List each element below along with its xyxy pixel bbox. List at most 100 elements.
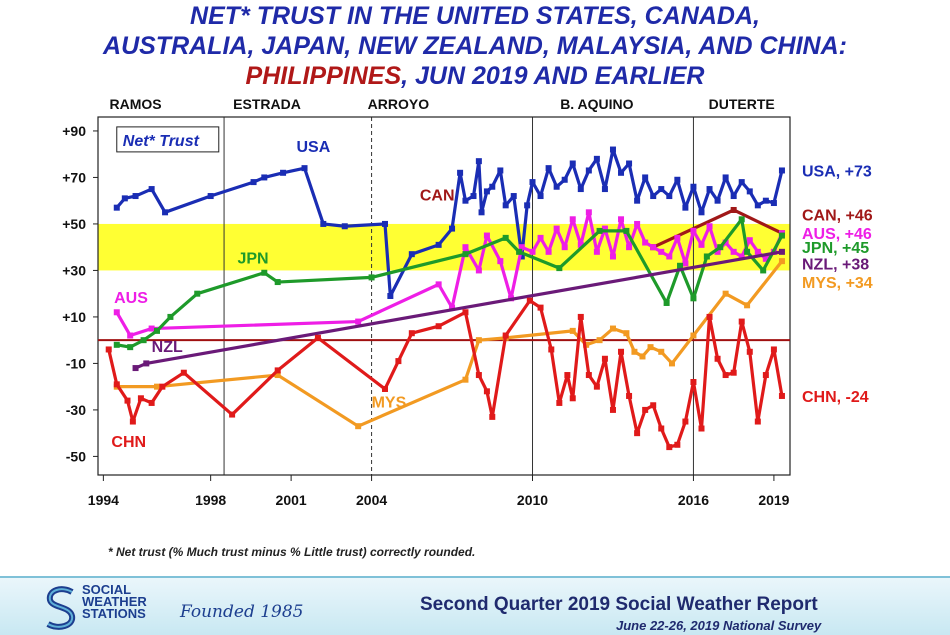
data-point-mys <box>668 360 675 367</box>
data-point-chn <box>526 297 533 304</box>
data-point-usa <box>483 188 490 195</box>
data-point-jpn <box>167 313 174 320</box>
data-point-usa <box>618 169 625 176</box>
series-end-label-usa: USA, +73 <box>802 163 872 180</box>
data-point-usa <box>489 183 496 190</box>
legend-box <box>116 126 220 153</box>
data-point-chn <box>642 406 649 413</box>
data-point-chn <box>658 425 665 432</box>
administration-label: ARROYO <box>368 96 430 112</box>
data-point-usa <box>261 174 268 181</box>
x-tick-label: 2004 <box>356 492 387 508</box>
data-point-aus <box>698 241 705 248</box>
data-point-chn <box>314 334 321 341</box>
data-point-usa <box>577 186 584 193</box>
data-point-jpn <box>368 274 375 281</box>
data-point-aus <box>355 318 362 325</box>
data-point-jpn <box>717 244 724 251</box>
data-point-aus <box>529 248 536 255</box>
data-point-usa <box>148 186 155 193</box>
data-point-chn <box>722 372 729 379</box>
data-point-jpn <box>462 251 469 258</box>
x-tick-label: 2019 <box>758 492 789 508</box>
chart-title-line-3: PHILIPPINES, JUN 2019 AND EARLIER <box>0 62 950 90</box>
data-point-chn <box>690 379 697 386</box>
data-point-usa <box>121 195 128 202</box>
data-point-usa <box>754 202 761 209</box>
footnote: * Net trust (% Much trust minus % Little… <box>108 545 476 559</box>
data-point-chn <box>113 381 120 388</box>
data-point-usa <box>706 186 713 193</box>
y-tick-label: +90 <box>62 123 86 139</box>
data-point-nzl <box>143 360 150 367</box>
series-label-aus: AUS <box>114 290 148 307</box>
data-point-aus <box>738 253 745 260</box>
plot-frame <box>97 116 791 476</box>
data-point-aus <box>475 267 482 274</box>
data-point-chn <box>609 406 616 413</box>
data-point-chn <box>129 418 136 425</box>
data-point-usa <box>537 193 544 200</box>
data-point-aus <box>561 244 568 251</box>
data-point-usa <box>545 165 552 172</box>
data-point-chn <box>502 332 509 339</box>
data-point-chn <box>730 369 737 376</box>
data-point-usa <box>609 146 616 153</box>
data-point-mys <box>355 423 362 430</box>
data-point-chn <box>475 372 482 379</box>
data-point-chn <box>408 330 415 337</box>
series-label-can: CAN <box>420 188 455 205</box>
data-point-jpn <box>261 269 268 276</box>
data-point-usa <box>746 188 753 195</box>
data-point-chn <box>395 358 402 365</box>
data-point-aus <box>148 325 155 332</box>
data-point-jpn <box>703 253 710 260</box>
data-point-usa <box>585 167 592 174</box>
trust-line-chart: +90 +70 +50 +30 +10 -10 -30 -50 1994 1998 2001 2004… <box>62 96 873 508</box>
x-tick-label: 2016 <box>678 492 709 508</box>
data-point-jpn <box>516 248 523 255</box>
administration-label: B. AQUINO <box>560 96 633 112</box>
data-point-mys <box>658 348 665 355</box>
org-name: SOCIAL WEATHER STATIONS <box>82 583 147 620</box>
data-point-chn <box>674 441 681 448</box>
data-point-jpn <box>154 327 161 334</box>
data-point-jpn <box>140 337 147 344</box>
data-point-aus <box>666 253 673 260</box>
data-point-chn <box>556 399 563 406</box>
data-point-chn <box>778 392 785 399</box>
data-point-usa <box>381 220 388 227</box>
data-point-chn <box>180 369 187 376</box>
report-title: Second Quarter 2019 Social Weather Repor… <box>420 594 818 615</box>
data-point-mys <box>647 344 654 351</box>
data-point-chn <box>137 395 144 402</box>
data-point-mys <box>690 332 697 339</box>
data-point-usa <box>524 202 531 209</box>
data-point-usa <box>132 193 139 200</box>
data-point-usa <box>529 179 536 186</box>
series-label-nzl: NZL <box>152 339 183 356</box>
data-point-usa <box>778 167 785 174</box>
y-tick-label: -50 <box>66 448 86 464</box>
data-point-jpn <box>663 299 670 306</box>
data-point-usa <box>682 204 689 211</box>
chart-title-philippines: PHILIPPINES <box>245 62 402 90</box>
data-point-mys <box>722 290 729 297</box>
org-name-line-2: WEATHER <box>82 594 147 609</box>
chart-title-date: , JUN 2019 AND EARLIER <box>401 62 705 90</box>
data-point-jpn <box>738 216 745 223</box>
series-end-label-mys: MYS, +34 <box>802 275 873 292</box>
data-point-usa <box>601 186 608 193</box>
data-point-jpn <box>127 344 134 351</box>
data-point-aus <box>569 216 576 223</box>
data-point-chn <box>381 385 388 392</box>
data-point-mys <box>475 337 482 344</box>
data-point-chn <box>650 402 657 409</box>
series-label-jpn: JPN <box>237 250 268 267</box>
data-point-nzl <box>132 365 139 372</box>
data-point-aus <box>626 244 633 251</box>
data-point-chn <box>577 313 584 320</box>
data-point-mys <box>631 348 638 355</box>
data-point-chn <box>754 418 761 425</box>
data-point-aus <box>483 232 490 239</box>
